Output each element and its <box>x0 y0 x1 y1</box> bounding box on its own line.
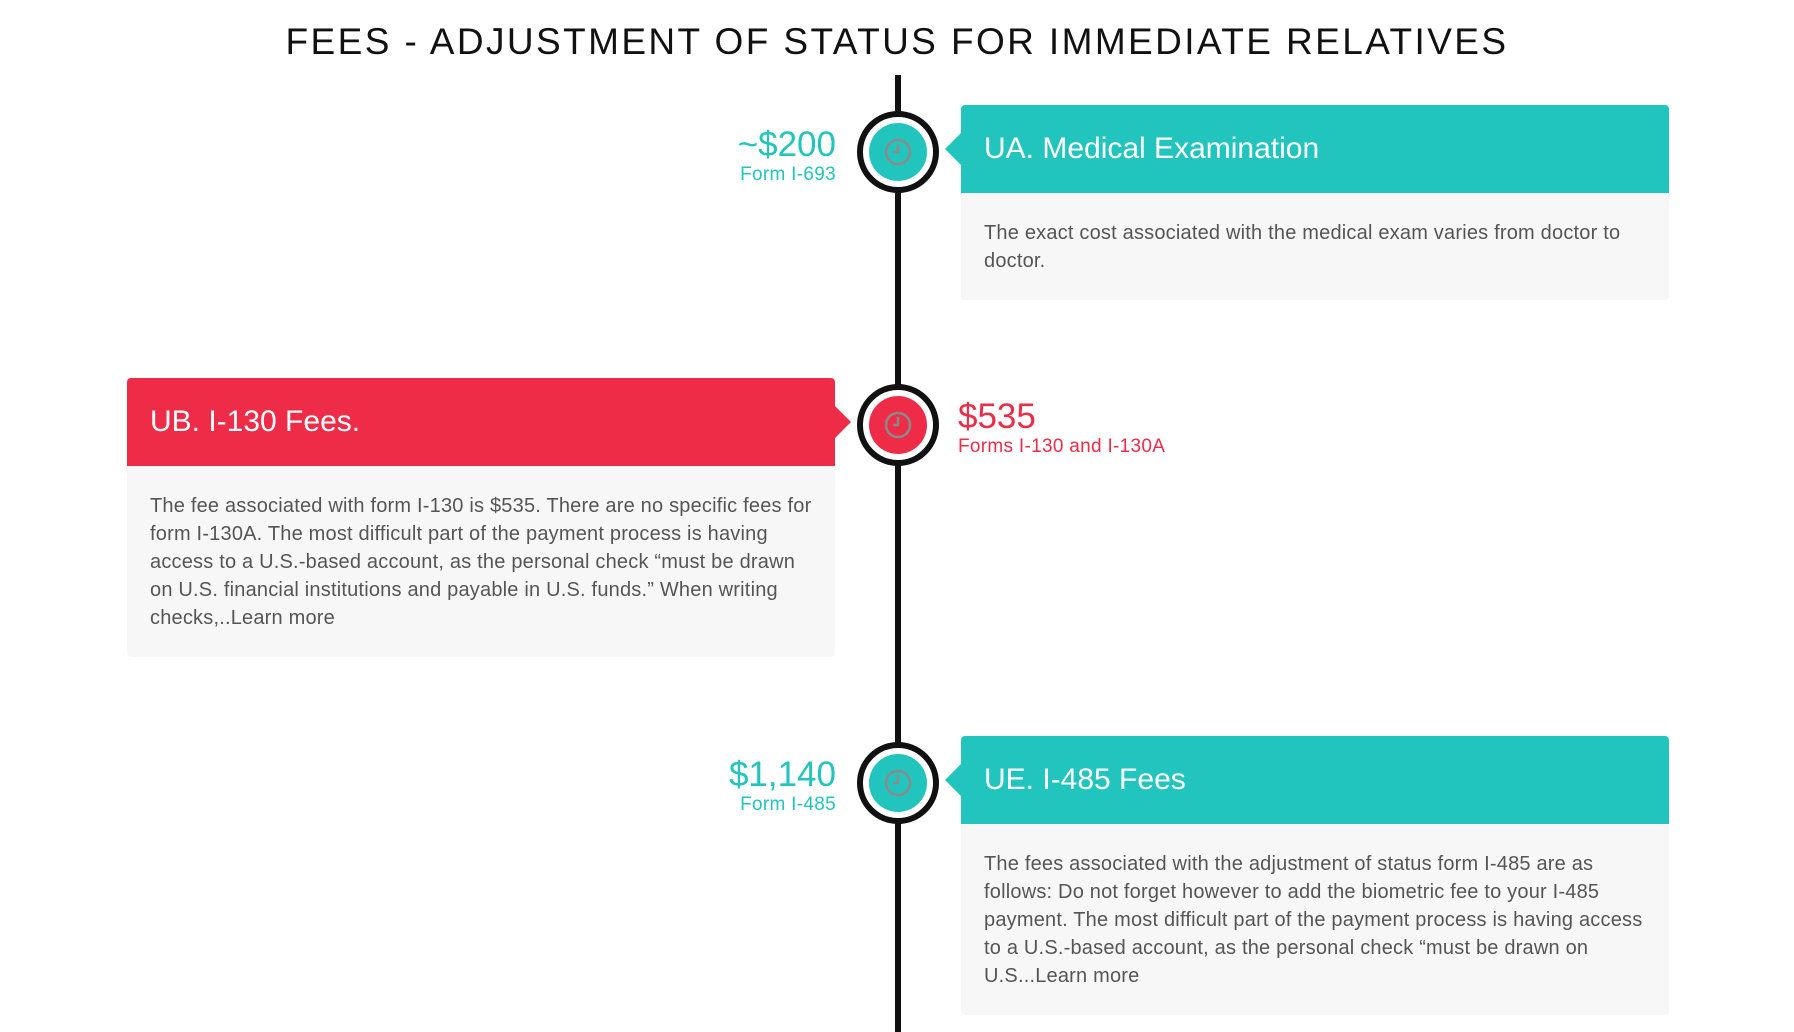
fee-form-label: Forms I-130 and I-130A <box>958 436 1166 457</box>
fee-form-label: Form I-693 <box>740 164 836 185</box>
card-header[interactable]: UE. I-485 Fees <box>945 736 1669 824</box>
card-body: The exact cost associated with the medic… <box>961 193 1669 300</box>
card-pointer <box>945 133 961 165</box>
card-title: UA. Medical Examination <box>984 132 1320 165</box>
timeline-line <box>895 75 901 1032</box>
fee-amount: ~$200 <box>737 125 836 164</box>
timeline-card-medical: UA. Medical Examination The exact cost a… <box>945 105 1669 300</box>
card-body: The fees associated with the adjustment … <box>961 824 1669 1015</box>
card-body: The fee associated with form I-130 is $5… <box>127 466 835 657</box>
fee-summary-medical: ~$200 Form I-693 <box>616 126 836 186</box>
timeline-node-i130 <box>857 384 939 466</box>
card-header[interactable]: UB. I-130 Fees. <box>127 378 851 466</box>
fee-form-label: Form I-485 <box>740 794 836 815</box>
card-pointer <box>835 406 851 438</box>
timeline-card-i485: UE. I-485 Fees The fees associated with … <box>945 736 1669 1015</box>
card-header[interactable]: UA. Medical Examination <box>945 105 1669 193</box>
card-title: UB. I-130 Fees. <box>150 405 361 438</box>
clock-icon <box>884 411 912 439</box>
card-pointer <box>945 764 961 796</box>
fee-amount: $535 <box>958 397 1036 436</box>
timeline-card-i130: UB. I-130 Fees. The fee associated with … <box>127 378 851 657</box>
timeline-node-medical <box>857 111 939 193</box>
clock-icon <box>884 769 912 797</box>
card-title: UE. I-485 Fees <box>984 763 1186 796</box>
fee-amount: $1,140 <box>728 755 836 794</box>
fee-summary-i485: $1,140 Form I-485 <box>616 756 836 816</box>
page-title: FEES - ADJUSTMENT OF STATUS FOR IMMEDIAT… <box>285 21 1509 62</box>
timeline-node-i485 <box>857 742 939 824</box>
clock-icon <box>884 138 912 166</box>
fee-summary-i130: $535 Forms I-130 and I-130A <box>958 398 1238 458</box>
